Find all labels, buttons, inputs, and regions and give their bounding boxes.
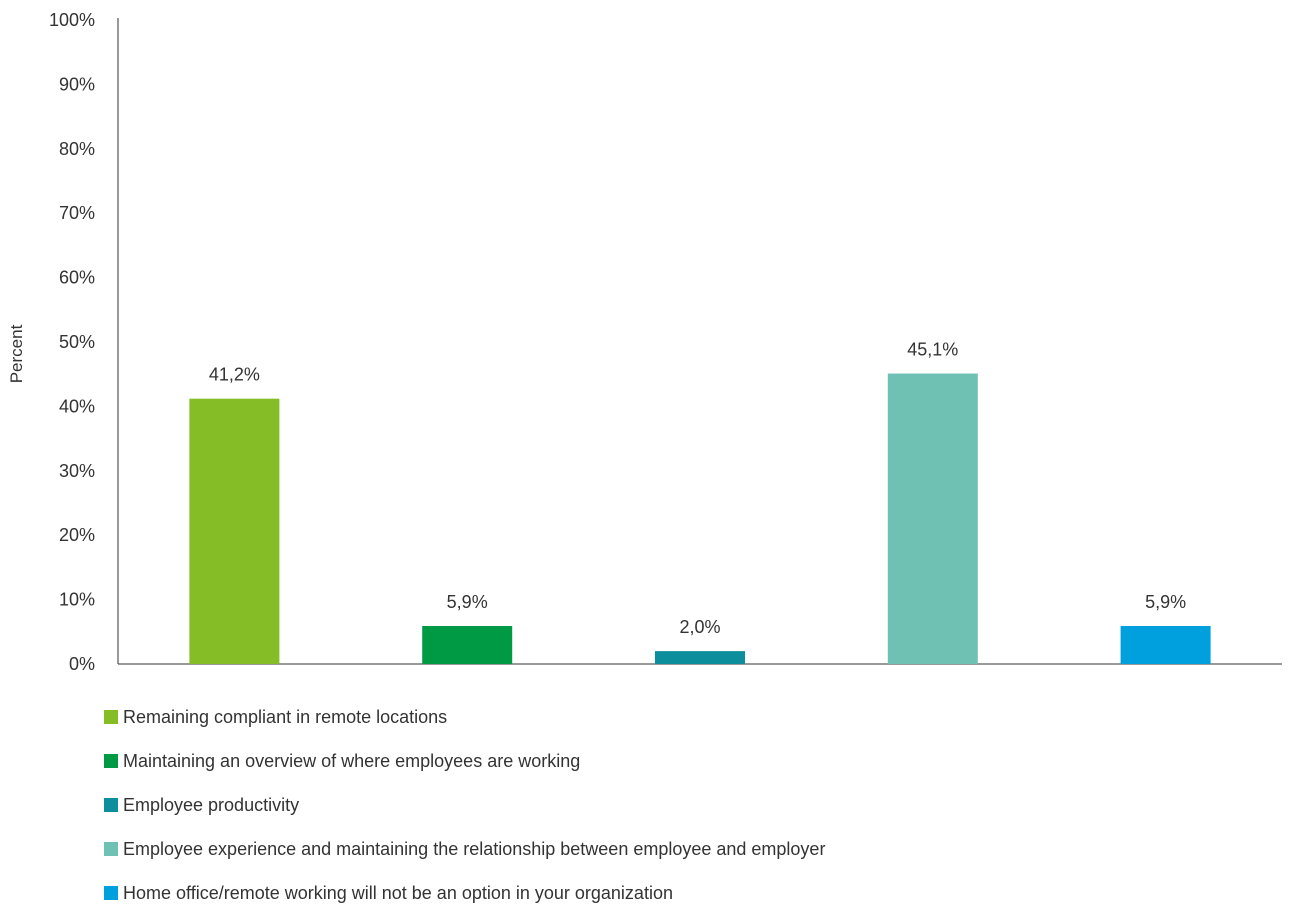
y-tick-label: 60% [59,268,95,288]
y-tick-label: 100% [49,10,95,30]
y-tick-label: 80% [59,139,95,159]
legend-swatch [104,842,118,856]
data-label: 45,1% [907,340,958,360]
y-tick-label: 10% [59,590,95,610]
y-tick-label: 30% [59,461,95,481]
legend: Remaining compliant in remote locations M… [104,703,1254,923]
y-tick-label: 50% [59,332,95,352]
data-label: 5,9% [447,592,488,612]
legend-item: Home office/remote working will not be a… [104,879,1254,907]
legend-item: Maintaining an overview of where employe… [104,747,1254,775]
legend-label: Remaining compliant in remote locations [123,706,448,727]
legend-label: Employee experience and maintaining the … [123,838,826,859]
legend-item: Remaining compliant in remote locations [104,703,1254,731]
bar-chart: 0% 10% 20% 30% 40% 50% 60% 70% 80% 90% 100% Percent… [7,10,1282,674]
legend-item: Employee productivity [104,791,1254,819]
data-label: 41,2% [209,365,260,385]
y-tick-label: 90% [59,74,95,94]
y-tick-label: 0% [69,654,95,674]
chart-area: 0% 10% 20% 30% 40% 50% 60% 70% 80% 90% 100% Percent… [7,10,1282,903]
bar [655,651,745,664]
legend-label: Home office/remote working will not be a… [123,882,673,903]
data-label: 2,0% [679,617,720,637]
legend-swatch [104,886,118,900]
y-tick-label: 20% [59,525,95,545]
data-label: 5,9% [1145,592,1186,612]
y-axis-title: Percent [7,324,26,383]
bar [1120,626,1211,664]
legend-swatch [104,710,118,724]
legend-label: Employee productivity [123,794,300,815]
bar [189,398,280,664]
bar [422,626,513,664]
legend-swatch [104,754,118,768]
legend-item: Employee experience and maintaining the … [104,835,1254,863]
legend-label: Maintaining an overview of where employe… [123,750,581,771]
legend-swatch [104,798,118,812]
y-tick-label: 40% [59,396,95,416]
y-tick-label: 70% [59,203,95,223]
bar [887,373,978,664]
